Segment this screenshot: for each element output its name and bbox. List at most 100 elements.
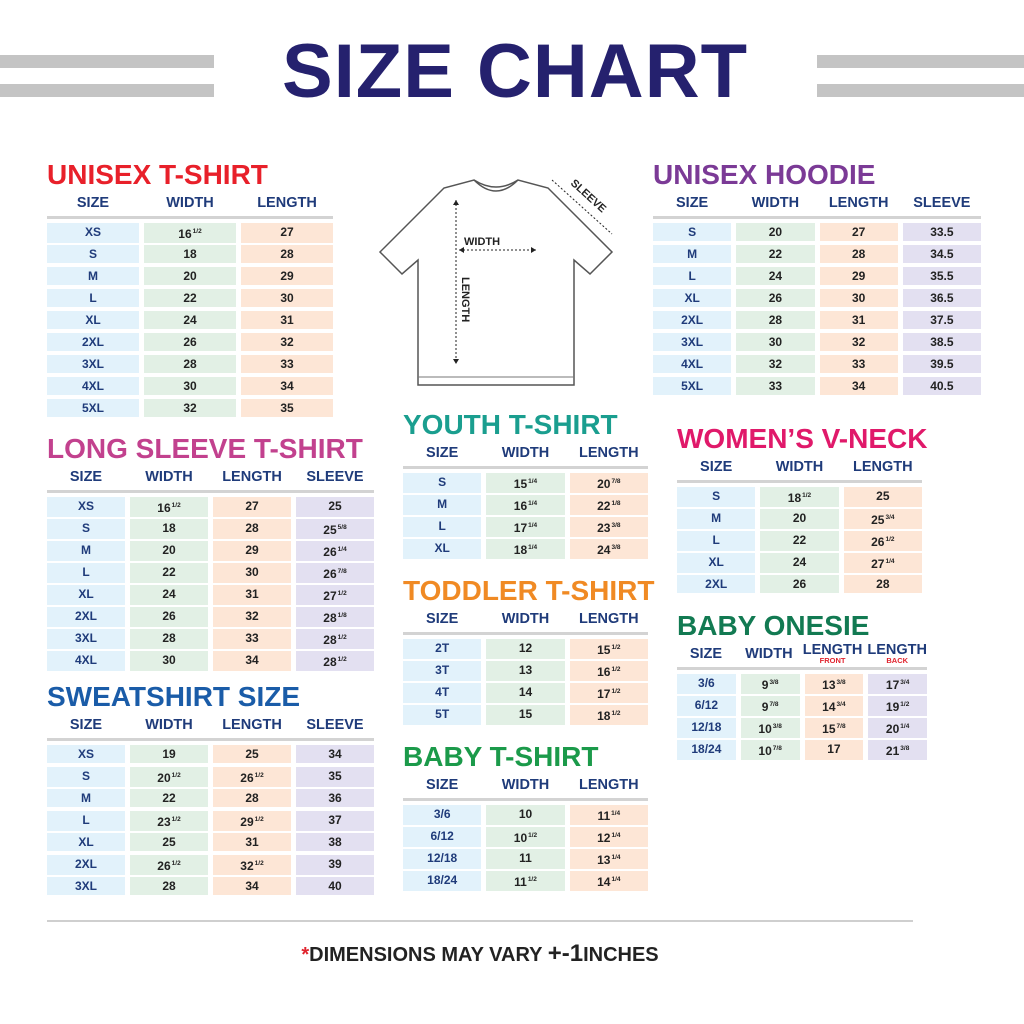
table-row: XS 19 25 34: [47, 745, 374, 763]
measurement-cell: 37: [296, 811, 374, 831]
measurement-cell: 33: [241, 355, 333, 373]
size-cell: L: [653, 267, 732, 285]
table-header: SIZE WIDTH LENGTH SLEEVE: [47, 713, 374, 741]
table-header: SIZE WIDTH LENGTH FRONT LENGTH BACK: [677, 642, 927, 670]
fraction: 1/4: [528, 478, 538, 485]
size-cell: XL: [47, 833, 125, 851]
size-cell: 3XL: [47, 629, 125, 649]
table-header: SIZE WIDTH LENGTH SLEEVE: [653, 191, 981, 219]
measurement-cell: 271/4: [843, 553, 922, 573]
fraction: 3/8: [772, 723, 782, 730]
fraction: 1/2: [254, 772, 264, 779]
measurement-cell: 191/2: [868, 696, 927, 716]
size-cell: 4XL: [653, 355, 732, 373]
table-row: M 20 29 261/4: [47, 541, 374, 561]
measurement-cell: 31: [241, 311, 333, 329]
column-header: SIZE: [69, 717, 103, 733]
measurement-cell: 207/8: [569, 473, 648, 493]
size-cell: L: [47, 289, 139, 307]
measurement-cell: 26: [736, 289, 815, 307]
measurement-cell: 161/2: [130, 497, 208, 517]
size-cell: 6/12: [403, 827, 482, 847]
column-header: LENGTH: [579, 611, 639, 627]
measurement-cell: 31: [213, 833, 291, 851]
table-row: 3/6 93/8 133/8 173/4: [677, 674, 927, 694]
column-header: WIDTH: [166, 195, 214, 211]
size-cell: 2T: [403, 639, 482, 659]
table-row: 3T 13 161/2: [403, 661, 648, 681]
fraction: 7/8: [611, 478, 621, 485]
measurement-cell: 25: [843, 487, 922, 507]
measurement-cell: 34: [213, 877, 291, 895]
measurement-cell: 32: [736, 355, 815, 373]
table-row: 6/12 97/8 143/4 191/2: [677, 696, 927, 716]
size-cell: 4T: [403, 683, 482, 703]
size-cell: XL: [677, 553, 756, 573]
measurement-cell: 101/2: [486, 827, 565, 847]
column-header: SIZE: [426, 445, 459, 461]
size-table-womens-vneck: WOMEN’S V-NECK SIZE WIDTH LENGTH S 181/2 25 M 20…: [677, 423, 927, 593]
size-cell: M: [653, 245, 732, 263]
fraction: 1/4: [900, 723, 910, 730]
measurement-cell: 24: [130, 585, 208, 605]
size-cell: 12/18: [403, 849, 482, 869]
size-cell: 3XL: [47, 877, 125, 895]
measurement-cell: 38.5: [902, 333, 981, 351]
measurement-cell: 231/2: [130, 811, 208, 831]
column-header: SLEEVE: [306, 717, 364, 733]
fraction: 3/8: [769, 679, 779, 686]
measurement-cell: 171/2: [569, 683, 648, 703]
size-cell: XL: [47, 311, 139, 329]
table-title: LONG SLEEVE T-SHIRT: [47, 433, 363, 464]
divider: [47, 920, 913, 922]
size-cell: L: [47, 563, 125, 583]
fraction: 5/8: [337, 524, 347, 531]
measurement-cell: 121/4: [569, 827, 648, 847]
column-header: SIZE: [69, 469, 103, 485]
table-header: SIZE WIDTH LENGTH: [47, 191, 333, 219]
size-cell: 2XL: [47, 333, 139, 351]
table-row: 3XL 30 32 38.5: [653, 333, 981, 351]
measurement-cell: 97/8: [740, 696, 800, 716]
fraction: 1/2: [337, 590, 347, 597]
fraction: 1/2: [192, 228, 202, 235]
measurement-cell: 18: [144, 245, 236, 263]
fraction: 1/2: [254, 816, 264, 823]
size-cell: XL: [403, 539, 482, 559]
column-header: LENGTH: [579, 777, 639, 793]
measurement-cell: 291/2: [213, 811, 291, 831]
size-cell: 5XL: [653, 377, 732, 395]
fraction: 7/8: [769, 701, 779, 708]
table-row: 4T 14 171/2: [403, 683, 648, 703]
column-header: SIZE: [426, 611, 459, 627]
measurement-cell: 181/2: [569, 705, 648, 725]
column-header: LENGTH: [222, 717, 282, 733]
measurement-cell: 17: [804, 740, 864, 760]
table-row: XS 161/2 27: [47, 223, 333, 243]
fraction: 1/8: [611, 500, 621, 507]
table-row: 2T 12 151/2: [403, 639, 648, 659]
measurement-cell: 28: [843, 575, 922, 593]
measurement-cell: 20: [130, 541, 208, 561]
table-row: XL 25 31 38: [47, 833, 374, 851]
fraction: 1/2: [337, 634, 347, 641]
measurement-cell: 31: [819, 311, 898, 329]
fraction: 1/2: [171, 816, 181, 823]
table-row: 12/18 103/8 157/8 201/4: [677, 718, 927, 738]
measurement-cell: 161/4: [486, 495, 565, 515]
asterisk: *: [301, 944, 310, 966]
table-row: M 161/4 221/8: [403, 495, 648, 515]
fraction: 3/4: [885, 514, 895, 521]
column-header: SIZE: [76, 195, 110, 211]
size-cell: 2XL: [677, 575, 756, 593]
measurement-cell: 173/4: [868, 674, 927, 694]
size-cell: 3T: [403, 661, 482, 681]
table-row: 2XL 26 32: [47, 333, 333, 351]
table-title: BABY ONESIE: [677, 610, 870, 641]
fraction: 1/2: [611, 644, 621, 651]
column-header: SIZE: [676, 195, 709, 211]
table-row: L 171/4 233/8: [403, 517, 648, 537]
decorative-stripe: [817, 84, 1024, 97]
measurement-cell: 107/8: [740, 740, 800, 760]
fraction: 3/8: [611, 522, 621, 529]
